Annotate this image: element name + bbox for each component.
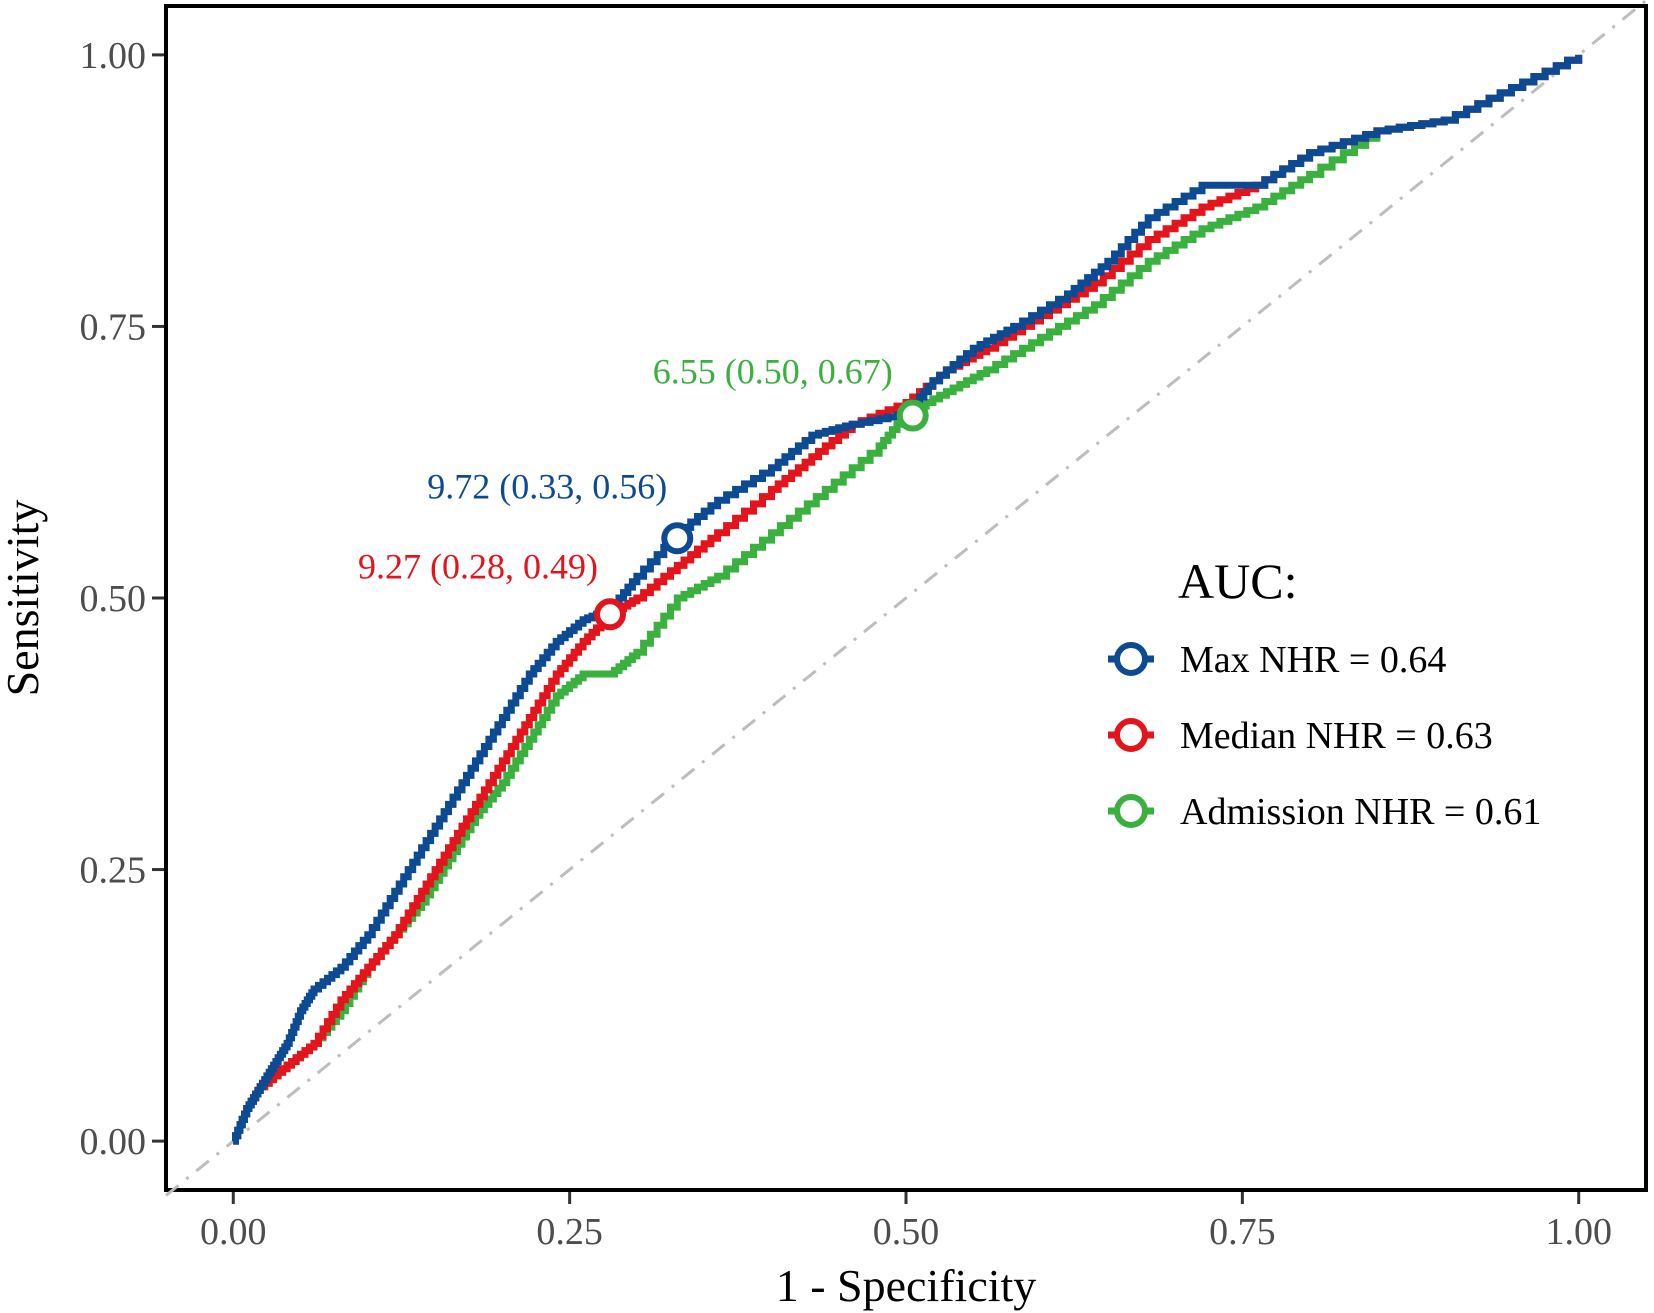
roc-curves [232, 54, 1583, 1145]
legend-label-median-nhr: Median NHR = 0.63 [1180, 715, 1493, 757]
y-tick-label: 0.25 [80, 850, 147, 892]
y-tick-label: 0.00 [80, 1121, 147, 1163]
y-axis-ticks: 0.00 0.25 0.50 0.75 1.00 [80, 35, 164, 1163]
cutoff-marker-max-nhr [661, 522, 694, 555]
roc-curve-max-nhr [232, 54, 1583, 1145]
y-tick-label: 0.75 [80, 306, 147, 348]
x-axis-title: 1 - Specificity [776, 1260, 1037, 1311]
cutoff-label-max-nhr: 9.72 (0.33, 0.56) [427, 466, 667, 506]
x-tick-label: 1.00 [1545, 1211, 1612, 1253]
legend-entry-admission-nhr: Admission NHR = 0.61 [1108, 791, 1541, 833]
cutoff-label-median-nhr: 9.27 (0.28, 0.49) [358, 546, 598, 586]
roc-curve-admission-nhr [232, 54, 1583, 1145]
legend-label-max-nhr: Max NHR = 0.64 [1180, 639, 1446, 681]
legend-entry-max-nhr: Max NHR = 0.64 [1108, 639, 1446, 681]
legend-label-admission-nhr: Admission NHR = 0.61 [1180, 791, 1541, 833]
reference-diagonal [165, 0, 1647, 1197]
x-tick-label: 0.50 [873, 1211, 940, 1253]
x-tick-label: 0.25 [536, 1211, 603, 1253]
cutoff-marker-admission-nhr [896, 399, 929, 432]
legend-title: AUC: [1178, 553, 1297, 609]
cutoff-markers [594, 399, 929, 631]
x-tick-label: 0.75 [1209, 1211, 1276, 1253]
y-tick-label: 0.50 [80, 578, 147, 620]
x-axis-ticks: 0.00 0.25 0.50 0.75 1.00 [200, 1192, 1612, 1253]
legend: AUC: Max NHR = 0.64 Median NHR = 0.63 Ad… [1108, 553, 1541, 833]
cutoff-label-admission-nhr: 6.55 (0.50, 0.67) [653, 352, 893, 392]
y-axis-title: Sensitivity [0, 500, 48, 697]
y-tick-label: 1.00 [80, 35, 147, 77]
legend-key-marker-median-nhr [1114, 718, 1148, 752]
cutoff-annotations: 9.72 (0.33, 0.56) 9.27 (0.28, 0.49) 6.55 (… [358, 352, 893, 587]
legend-entry-median-nhr: Median NHR = 0.63 [1108, 715, 1493, 757]
roc-curve-median-nhr [232, 54, 1583, 1145]
legend-key-marker-admission-nhr [1114, 794, 1148, 828]
cutoff-marker-median-nhr [594, 598, 626, 631]
legend-key-marker-max-nhr [1114, 642, 1148, 676]
x-tick-label: 0.00 [200, 1211, 267, 1253]
